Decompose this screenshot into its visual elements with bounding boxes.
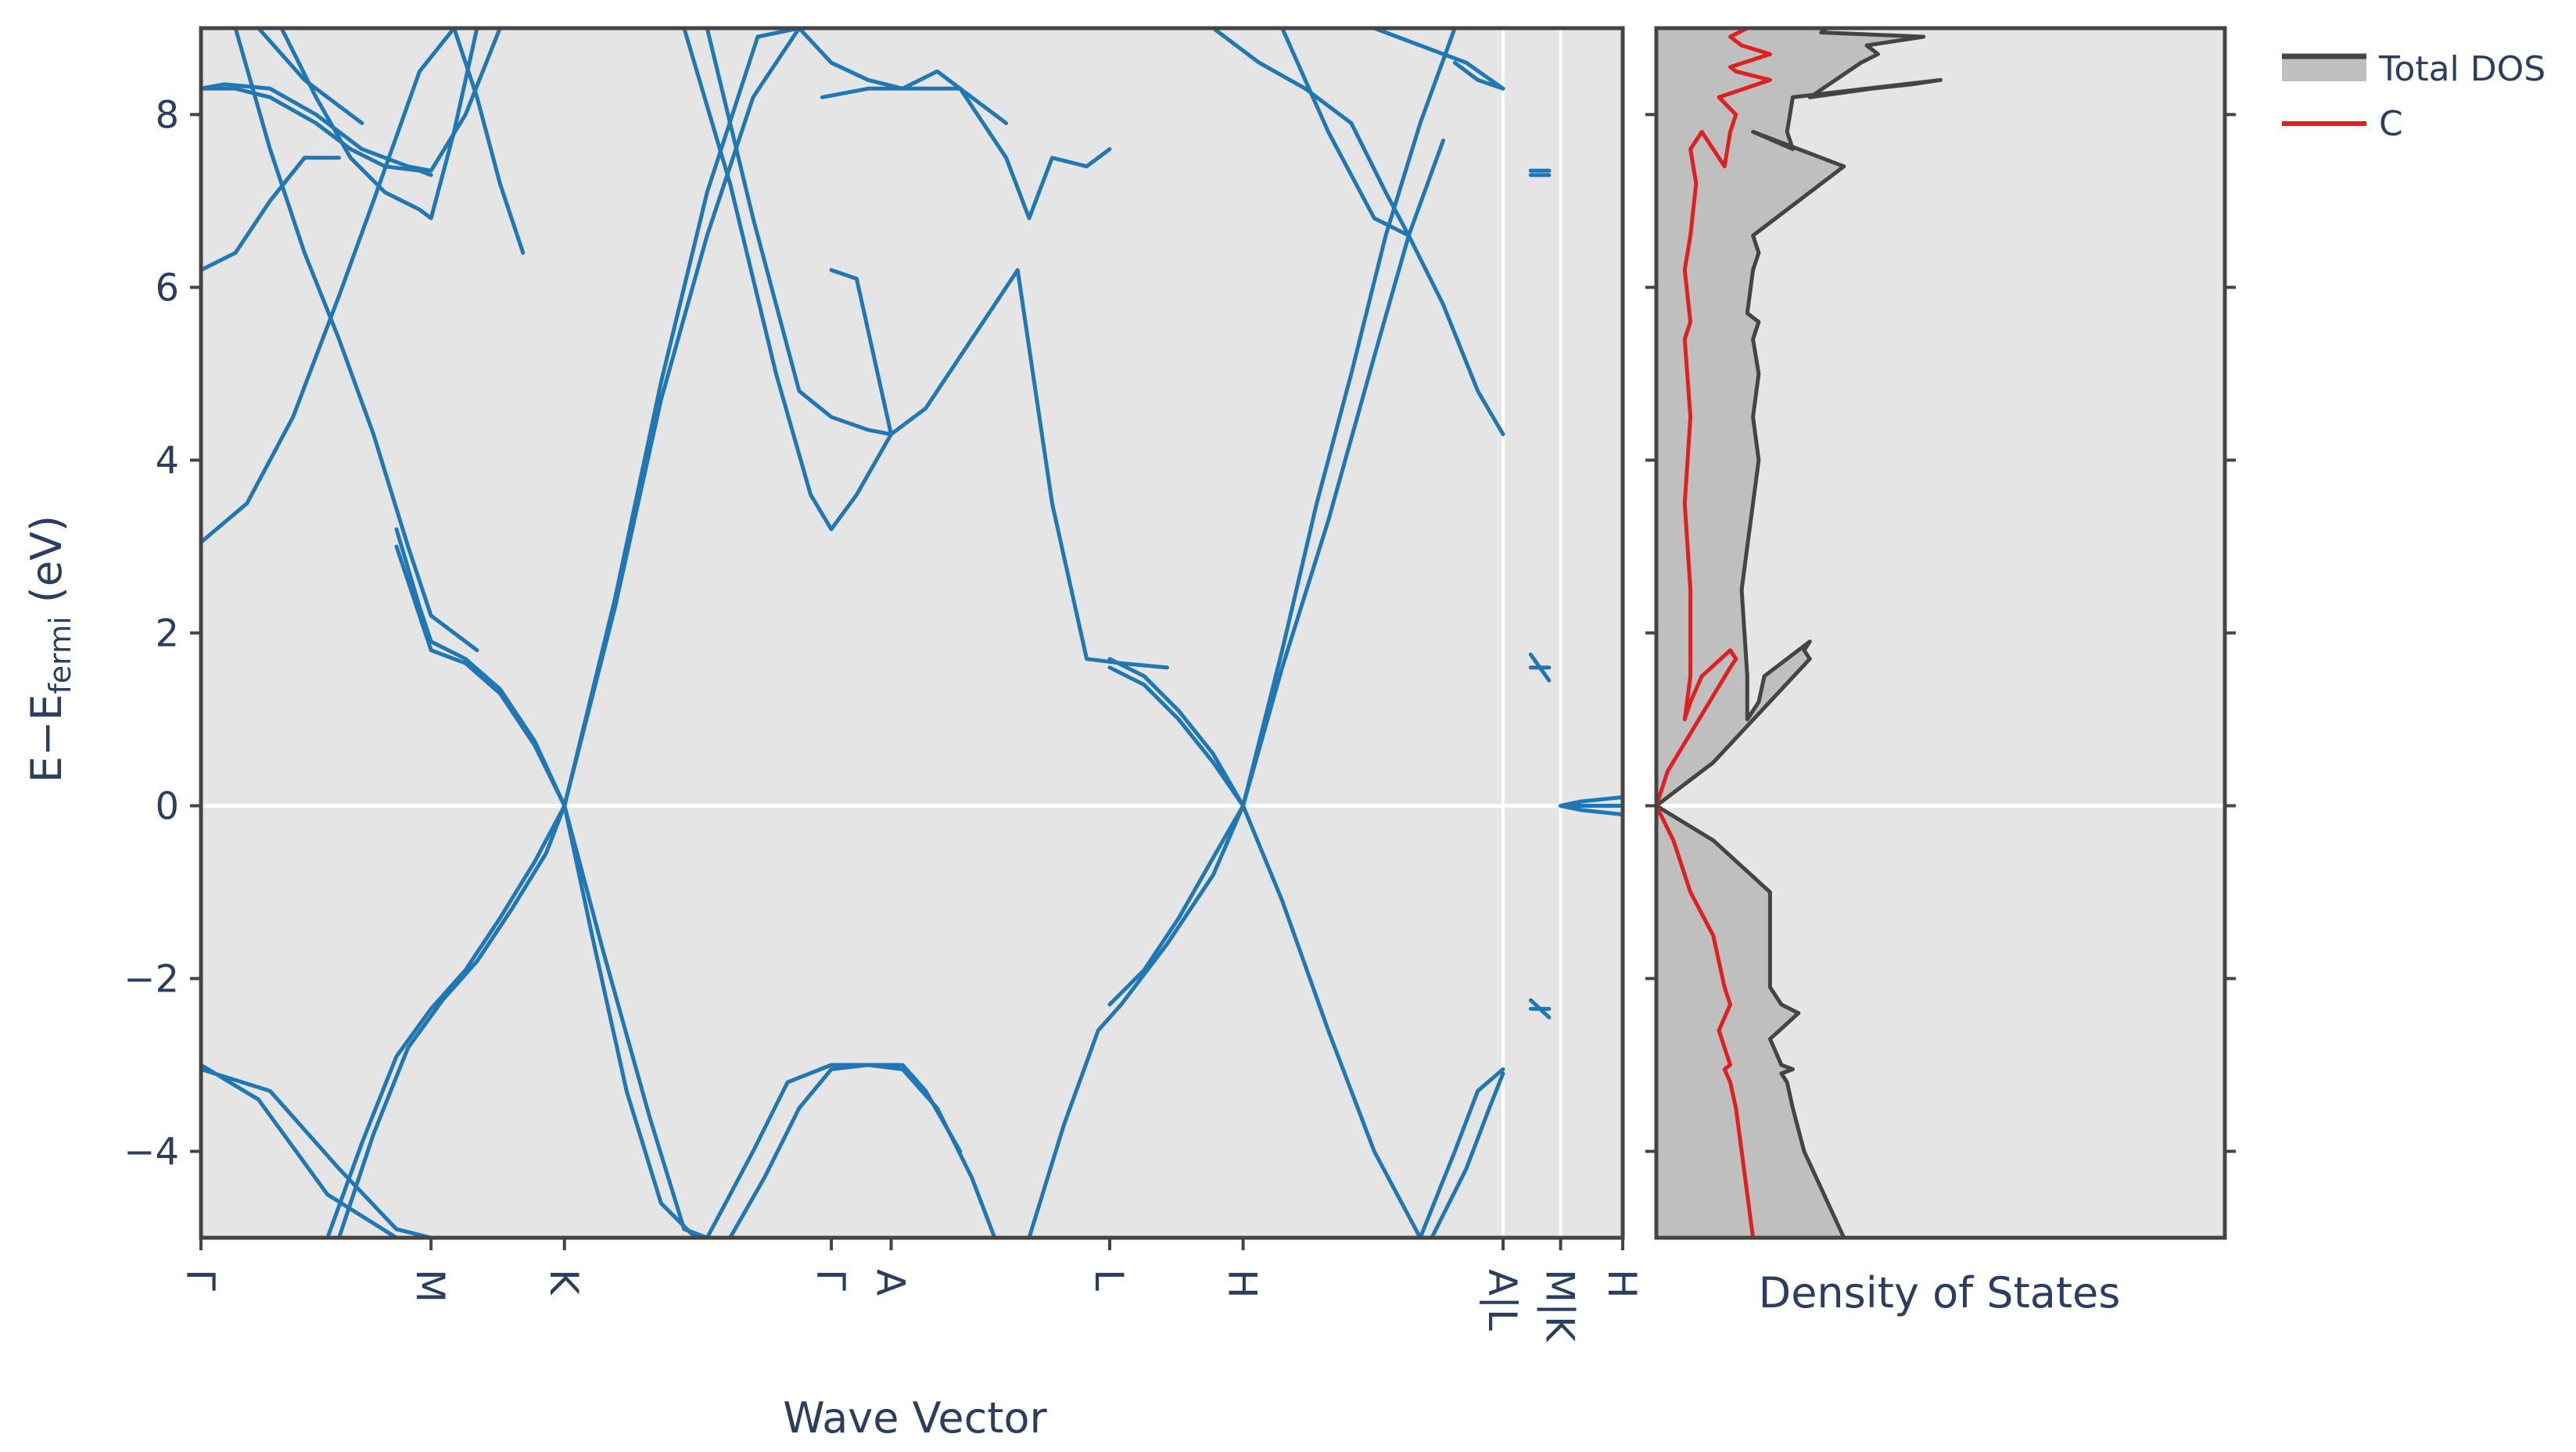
band-line-36 bbox=[705, 1063, 963, 1238]
band-line-29 bbox=[1241, 28, 1457, 808]
y-axis-title-sub: fermi bbox=[43, 616, 77, 694]
dos-axis-title: Density of States bbox=[1759, 1268, 2121, 1318]
y-axis-title-unit: (eV) bbox=[22, 515, 71, 616]
band-line-8 bbox=[562, 28, 893, 808]
band-line-14 bbox=[201, 86, 433, 177]
band-plot-area bbox=[201, 28, 1623, 1238]
band-line-11 bbox=[201, 156, 341, 272]
band-line-18 bbox=[705, 28, 893, 436]
y-tick-label: 4 bbox=[155, 439, 179, 483]
band-line-25 bbox=[1107, 804, 1246, 1007]
band-line-1 bbox=[201, 1063, 567, 1238]
band-line-5 bbox=[394, 527, 567, 808]
legend: Total DOS C bbox=[2282, 49, 2546, 144]
k-point-label: H bbox=[1220, 1269, 1265, 1299]
k-point-label: A|L bbox=[1480, 1269, 1525, 1331]
k-point-label: H bbox=[1599, 1269, 1645, 1299]
y-tick-label: −2 bbox=[124, 958, 179, 1002]
band-line-12 bbox=[279, 28, 479, 220]
band-line-23 bbox=[1107, 665, 1246, 808]
k-point-label: K bbox=[541, 1269, 587, 1296]
axis-labels: Wave Vector Density of States E−Efermi (… bbox=[22, 515, 2120, 1443]
band-line-24 bbox=[1107, 657, 1246, 808]
band-line-7 bbox=[562, 804, 698, 1238]
band-line-28 bbox=[1241, 138, 1445, 808]
band-line-0 bbox=[201, 1067, 567, 1238]
band-line-13 bbox=[201, 28, 502, 173]
y-tick-label: 8 bbox=[155, 94, 179, 138]
x-axis-title: Wave Vector bbox=[783, 1393, 1047, 1443]
band-line-3 bbox=[337, 804, 567, 1238]
legend-swatch-fill bbox=[2282, 55, 2366, 81]
k-point-label: Γ bbox=[808, 1269, 853, 1291]
band-line-37 bbox=[728, 1063, 997, 1238]
y-tick-label: 0 bbox=[155, 785, 179, 829]
band-line-19 bbox=[682, 28, 893, 532]
band-line-2 bbox=[325, 804, 567, 1238]
band-line-9 bbox=[562, 28, 802, 808]
band-line-33 bbox=[1452, 60, 1505, 91]
band-line-17 bbox=[452, 28, 526, 255]
band-line-15 bbox=[257, 28, 364, 125]
band-line-32 bbox=[1372, 28, 1505, 91]
k-point-label: M|K bbox=[1537, 1269, 1583, 1343]
y-tick-label: −4 bbox=[124, 1131, 179, 1174]
total-dos-fill bbox=[1656, 28, 1941, 1238]
band-line-10 bbox=[201, 28, 457, 544]
total-dos-line bbox=[1654, 27, 1943, 1239]
legend-label: C bbox=[2379, 104, 2403, 144]
band-line-34 bbox=[1418, 1067, 1505, 1238]
bands-group bbox=[201, 28, 1623, 1238]
y-axis-title: E−Efermi (eV) bbox=[22, 515, 77, 783]
dos-panel bbox=[1645, 26, 2236, 1240]
band-line-20 bbox=[829, 267, 1169, 670]
k-point-label: A bbox=[868, 1269, 913, 1296]
band-line-46 bbox=[1559, 804, 1623, 817]
y-tick-label: 6 bbox=[155, 267, 179, 310]
k-point-label: Γ bbox=[178, 1269, 223, 1291]
legend-label: Total DOS bbox=[2378, 49, 2546, 89]
band-line-35 bbox=[1430, 1071, 1505, 1238]
c-dos-line bbox=[1654, 26, 1772, 1239]
band-line-31 bbox=[1211, 28, 1411, 238]
band-line-22 bbox=[820, 86, 1112, 220]
k-point-label: M bbox=[407, 1269, 453, 1303]
band-line-26 bbox=[1027, 804, 1246, 1238]
y-axis-title-main: E−E bbox=[22, 694, 71, 783]
band-line-16 bbox=[233, 28, 479, 653]
band-line-27 bbox=[1241, 804, 1505, 1238]
y-tick-label: 2 bbox=[155, 612, 179, 656]
k-point-label: L bbox=[1086, 1269, 1132, 1291]
